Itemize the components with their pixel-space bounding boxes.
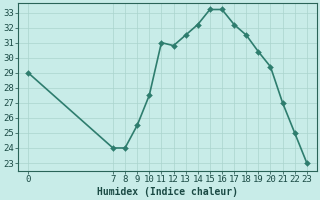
X-axis label: Humidex (Indice chaleur): Humidex (Indice chaleur)	[97, 186, 238, 197]
